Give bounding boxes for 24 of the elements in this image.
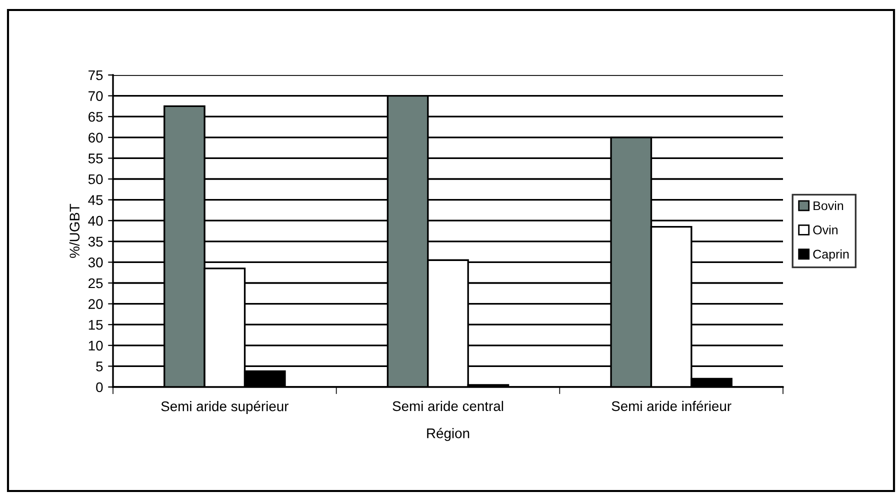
x-tick-label: Semi aride supérieur xyxy=(161,400,289,414)
y-tick-label: 50 xyxy=(88,174,103,184)
y-axis-title: %/UGBT xyxy=(69,204,80,258)
y-tick-label: 55 xyxy=(88,154,103,164)
y-tick-label: 5 xyxy=(96,362,103,372)
y-tick-label: 70 xyxy=(88,91,103,101)
legend-label: Bovin xyxy=(814,200,844,210)
y-tick-label: 15 xyxy=(88,320,103,330)
y-tick-label: 65 xyxy=(88,112,103,122)
y-tick-label: 20 xyxy=(88,299,103,309)
x-axis-title: Région xyxy=(427,428,470,441)
x-tick-label: Semi aride central xyxy=(392,400,504,412)
y-tick-label: 40 xyxy=(88,216,103,226)
y-tick-label: 10 xyxy=(88,340,103,351)
legend-label: Ovin xyxy=(813,225,838,234)
legend-label: Caprin xyxy=(813,249,849,262)
y-tick-label: 35 xyxy=(88,236,103,247)
y-tick-label: 75 xyxy=(88,70,103,80)
y-tick-label: 25 xyxy=(88,278,103,288)
y-tick-label: 45 xyxy=(88,195,103,205)
y-tick-label: 0 xyxy=(96,382,103,392)
y-tick-label: 30 xyxy=(88,258,103,268)
y-tick-label: 60 xyxy=(88,132,103,143)
x-tick-label: Semi aride inférieur xyxy=(612,400,732,412)
